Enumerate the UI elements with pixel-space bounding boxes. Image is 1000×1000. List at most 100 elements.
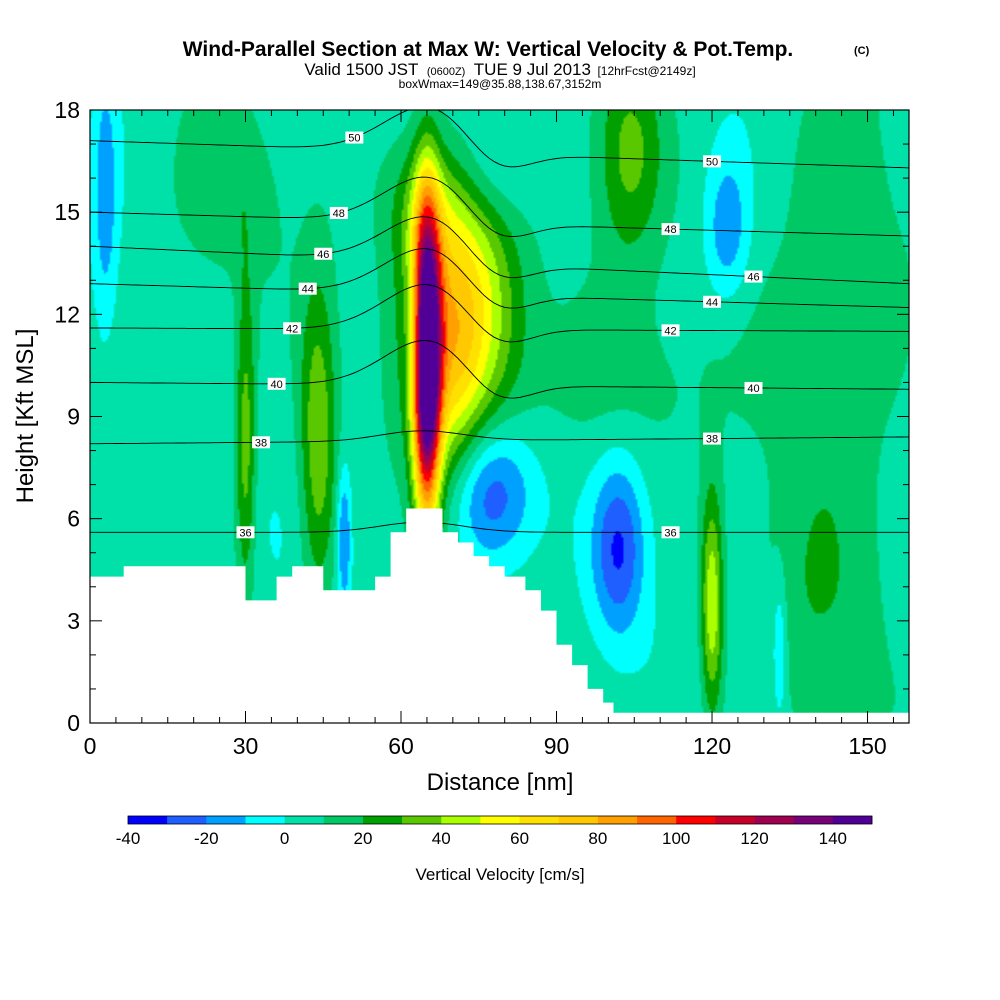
colorbar-title: Vertical Velocity [cm/s] — [415, 865, 584, 884]
theta-contour-40 — [90, 340, 909, 399]
contour-label-38: 38 — [252, 436, 271, 449]
svg-text:38: 38 — [255, 437, 267, 449]
svg-text:40: 40 — [270, 379, 282, 391]
svg-text:50: 50 — [706, 156, 718, 168]
colorbar-swatch — [206, 816, 246, 824]
terrain-mask — [90, 508, 909, 723]
contour-label-50: 50 — [703, 155, 722, 168]
contour-label-40: 40 — [267, 377, 286, 391]
theta-contour-42 — [90, 284, 909, 343]
contour-label-44: 44 — [298, 282, 317, 296]
potential-temperature-contours — [90, 110, 909, 533]
svg-text:50: 50 — [348, 133, 360, 145]
plot-area: 36 36 38 38 40 40 42 42 44 44 46 46 48 48 50 50 — [90, 110, 909, 723]
svg-text:46: 46 — [747, 272, 759, 284]
colorbar-swatch — [480, 816, 520, 824]
y-tick-label: 6 — [67, 506, 80, 532]
contour-label-42: 42 — [283, 322, 302, 335]
x-tick-label: 150 — [848, 733, 886, 759]
colorbar-tick-label: 0 — [280, 829, 289, 848]
theta-contour-44 — [90, 248, 909, 309]
contour-labels: 36 36 38 38 40 40 42 42 44 44 46 46 48 48 50 50 — [236, 131, 763, 539]
contour-label-42: 42 — [661, 324, 680, 337]
x-tick-label: 120 — [693, 733, 731, 759]
contour-label-46: 46 — [744, 270, 763, 284]
theta-contour-46 — [90, 216, 909, 285]
colorbar-tick-label: 40 — [432, 829, 451, 848]
x-tick-label: 90 — [544, 733, 570, 759]
colorbar-tick-label: 120 — [740, 829, 768, 848]
colorbar-swatch — [637, 816, 677, 824]
colorbar-swatch — [284, 816, 325, 824]
colorbar-swatch — [793, 816, 834, 824]
subtitle-date: TUE 9 Jul 2013 — [474, 60, 591, 79]
svg-text:40: 40 — [747, 383, 759, 395]
colorbar-swatch — [245, 816, 285, 824]
y-axis-title: Height [Kft MSL] — [12, 329, 39, 504]
svg-text:48: 48 — [664, 224, 676, 236]
contour-label-36: 36 — [236, 526, 255, 539]
colorbar-tick-label: 80 — [588, 829, 607, 848]
svg-text:46: 46 — [317, 249, 329, 261]
colorbar: -40 -20 0 20 40 60 80 100 120 140 — [116, 815, 873, 848]
x-tick-label: 30 — [233, 733, 259, 759]
theta-contour-38 — [90, 430, 909, 445]
x-axis-title: Distance [nm] — [427, 769, 574, 796]
theta-contour-48 — [90, 176, 909, 237]
y-tick-label: 18 — [54, 97, 80, 123]
svg-text:44: 44 — [302, 284, 314, 296]
colorbar-swatch — [558, 816, 599, 824]
colorbar-swatch — [597, 816, 638, 824]
colorbar-tick-label: 100 — [662, 829, 690, 848]
colorbar-tick-label: -40 — [116, 829, 141, 848]
colorbar-swatch — [323, 816, 364, 824]
subtitle-forecast: [12hrFcst@2149z] — [597, 64, 695, 78]
colorbar-tick-label: -20 — [194, 829, 219, 848]
svg-text:42: 42 — [286, 323, 298, 335]
contour-label-46: 46 — [314, 247, 333, 261]
colorbar-swatch — [754, 816, 794, 824]
x-tick-label: 60 — [388, 733, 414, 759]
y-tick-label: 15 — [54, 199, 80, 225]
svg-text:42: 42 — [664, 325, 676, 337]
colorbar-swatch — [362, 816, 403, 824]
colorbar-swatch — [676, 816, 716, 824]
contour-label-36: 36 — [661, 526, 680, 539]
chart-subtitle: Valid 1500 JST (0600Z) TUE 9 Jul 2013 [1… — [304, 60, 695, 79]
subtitle-valid: Valid 1500 JST — [304, 60, 418, 79]
contour-label-50: 50 — [345, 131, 364, 145]
contour-label-38: 38 — [703, 432, 722, 446]
svg-text:36: 36 — [664, 527, 676, 539]
chart-subtitle-box: boxWmax=149@35.88,138.67,3152m — [399, 77, 602, 91]
colorbar-swatch — [402, 816, 442, 824]
colorbar-swatch — [832, 816, 873, 824]
chart-title-mark: (C) — [854, 45, 870, 57]
colorbar-swatch — [519, 816, 560, 824]
contour-label-48: 48 — [329, 206, 348, 220]
contour-label-48: 48 — [661, 223, 680, 236]
y-tick-label: 9 — [67, 404, 80, 430]
colorbar-tick-label: 20 — [353, 829, 372, 848]
colorbar-tick-label: 60 — [510, 829, 529, 848]
colorbar-tick-label: 140 — [819, 829, 847, 848]
svg-text:36: 36 — [239, 527, 251, 539]
chart-title: Wind-Parallel Section at Max W: Vertical… — [183, 38, 794, 61]
colorbar-swatch — [441, 816, 481, 824]
y-tick-label: 3 — [67, 608, 80, 634]
colorbar-swatch — [128, 816, 168, 824]
colorbar-swatch — [167, 816, 207, 824]
contour-label-40: 40 — [744, 381, 763, 395]
y-tick-label: 0 — [67, 710, 80, 736]
svg-text:48: 48 — [333, 208, 345, 220]
y-tick-label: 12 — [54, 301, 80, 327]
contour-label-44: 44 — [703, 295, 722, 309]
theta-contour-50 — [90, 110, 909, 169]
theta-contour-36 — [90, 521, 909, 533]
svg-text:38: 38 — [706, 434, 718, 446]
subtitle-zulu: (0600Z) — [427, 66, 466, 78]
x-tick-label: 0 — [84, 733, 97, 759]
colorbar-swatch — [715, 816, 755, 824]
svg-text:44: 44 — [706, 297, 718, 309]
